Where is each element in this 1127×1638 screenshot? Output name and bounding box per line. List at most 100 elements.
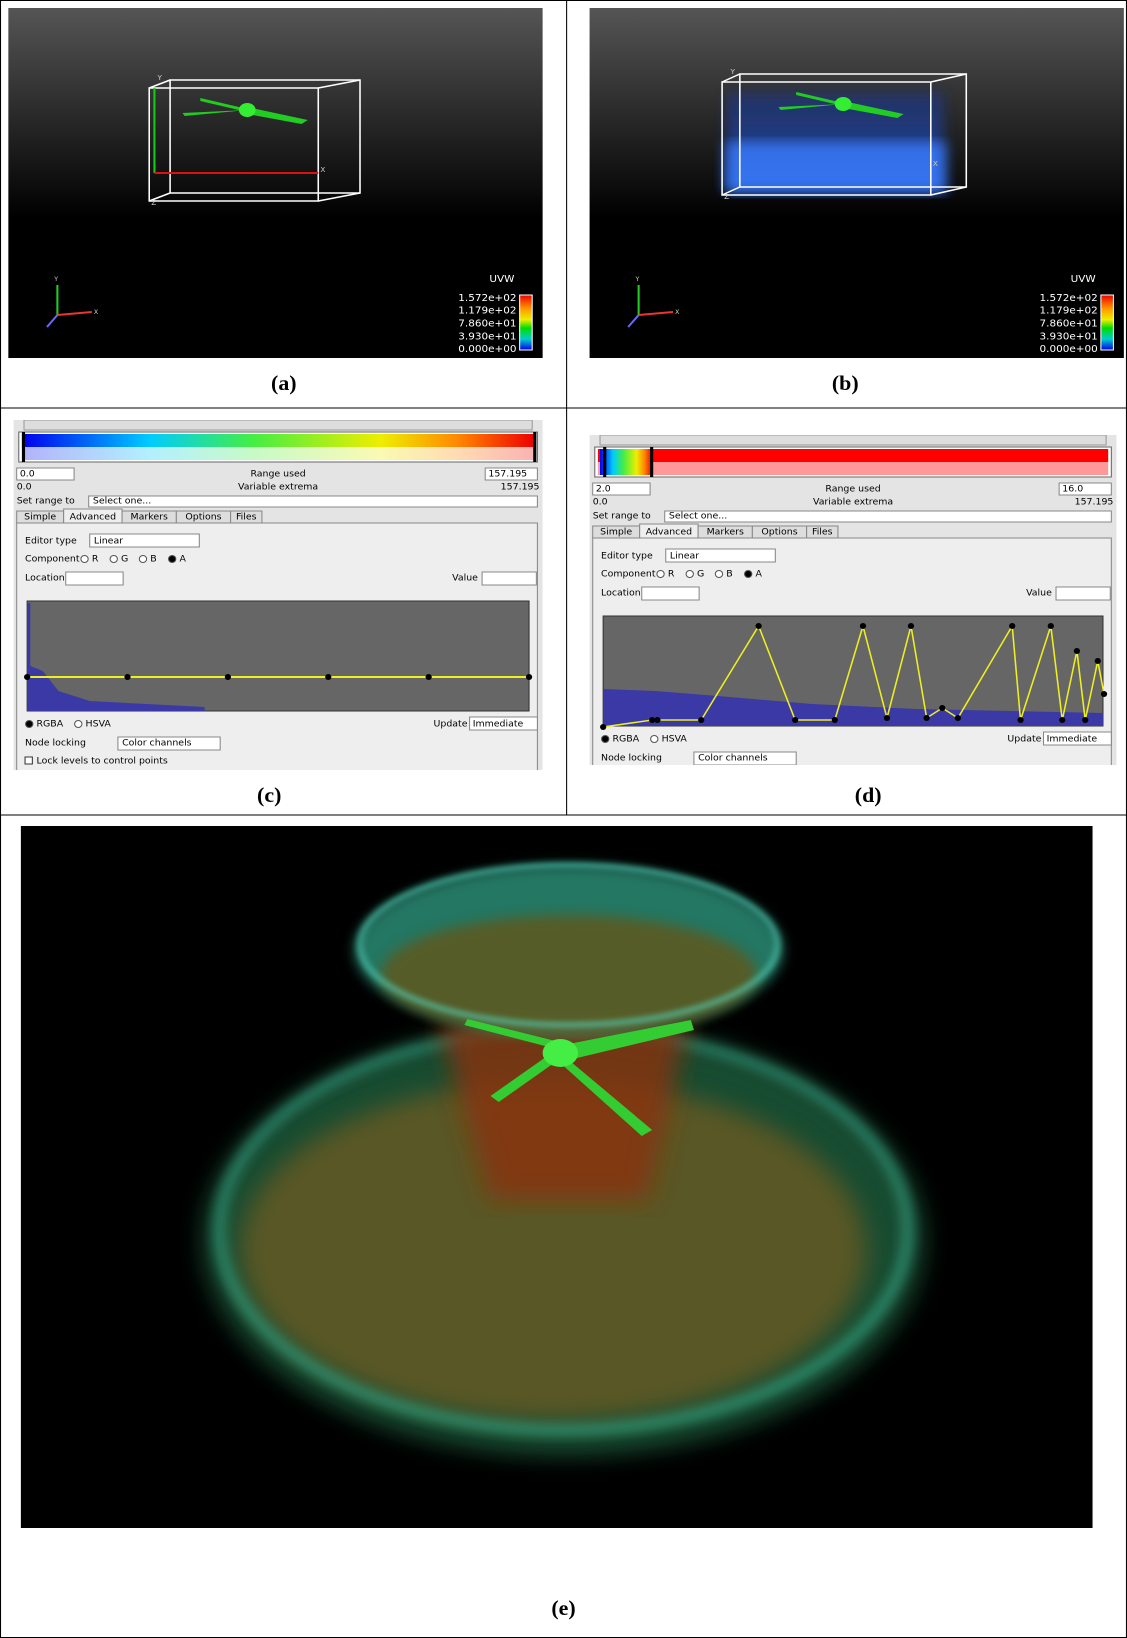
figure: (a)(b)(c)(d)(e)YXZYXUVW1.572e+021.179e+0… <box>0 0 1127 1638</box>
input-box <box>642 587 699 600</box>
radio <box>75 721 82 728</box>
rotor-hub <box>835 97 852 111</box>
control-point <box>1095 658 1101 664</box>
input-box <box>1056 587 1110 600</box>
colorbar <box>600 449 652 475</box>
component-option: B <box>726 569 732 580</box>
component-option: A <box>755 569 762 580</box>
panel-label: (e) <box>551 1596 575 1619</box>
legend-label: 3.930e+01 <box>458 332 516 343</box>
control-point <box>860 623 866 629</box>
control-point <box>923 715 929 721</box>
set-range-value: Select one... <box>669 511 727 522</box>
checkbox <box>25 757 32 764</box>
update-value: Immediate <box>473 719 524 730</box>
axis-label: Z <box>151 198 156 207</box>
extrema-max: 157.195 <box>501 482 540 493</box>
mode-option: RGBA <box>37 719 64 730</box>
panel-label: (d) <box>855 783 882 806</box>
range-marker <box>650 447 653 477</box>
render-view: YXZYXUVW1.572e+021.179e+027.860e+013.930… <box>8 8 542 358</box>
range-max: 157.195 <box>488 469 527 480</box>
tab-label: Files <box>236 512 257 523</box>
editor-type-value: Linear <box>94 536 123 547</box>
panel-label: (c) <box>257 783 281 806</box>
legend-title: UVW <box>1071 274 1096 285</box>
node-locking-label: Node locking <box>601 753 662 764</box>
legend-title: UVW <box>489 274 514 285</box>
component-label: Component <box>601 569 656 580</box>
radio <box>657 571 664 578</box>
scrollbar <box>24 420 532 430</box>
axis-label: Y <box>53 276 58 283</box>
control-point <box>939 705 945 711</box>
range-min: 0.0 <box>20 469 35 480</box>
control-point <box>1082 717 1088 723</box>
component-option: B <box>150 554 156 565</box>
control-point <box>755 623 761 629</box>
panel-label: (b) <box>832 371 859 394</box>
radio <box>81 556 88 563</box>
radio <box>26 721 33 728</box>
legend-label: 1.179e+02 <box>458 306 516 317</box>
node-locking-label: Node locking <box>25 738 86 749</box>
lock-levels-label: Lock levels to control points <box>37 756 168 767</box>
rotor-hub <box>543 1039 578 1067</box>
volume <box>726 142 945 193</box>
component-option: A <box>179 554 186 565</box>
mode-option: RGBA <box>613 734 640 745</box>
control-point <box>1017 717 1023 723</box>
colorbar <box>598 449 1108 462</box>
component-option: G <box>697 569 704 580</box>
radio <box>745 571 752 578</box>
radio <box>110 556 117 563</box>
component-option: R <box>92 554 99 565</box>
colorbar-alpha <box>598 462 1108 475</box>
extrema-max: 157.195 <box>1075 497 1114 508</box>
axis-label: Y <box>157 73 163 82</box>
extrema-label: Variable extrema <box>813 497 893 508</box>
control-point <box>124 674 130 680</box>
legend-label: 1.572e+02 <box>1040 293 1098 304</box>
mode-option: HSVA <box>662 734 688 745</box>
legend-label: 0.000e+00 <box>1040 344 1098 355</box>
set-range-label: Set range to <box>593 511 651 522</box>
control-point <box>955 715 961 721</box>
control-point <box>792 717 798 723</box>
value-label: Value <box>452 573 478 584</box>
dome-inner <box>381 915 757 1035</box>
render-view: YXZYXUVW1.572e+021.179e+027.860e+013.930… <box>590 8 1124 358</box>
axis-label: X <box>675 309 679 316</box>
tf-plot <box>27 601 529 711</box>
node-locking-value: Color channels <box>698 753 768 764</box>
volume-render <box>21 826 1093 1528</box>
control-point <box>600 724 606 730</box>
axis-label: Y <box>634 276 639 283</box>
set-range-label: Set range to <box>17 496 75 507</box>
range-marker <box>22 432 25 462</box>
update-label: Update <box>1007 734 1041 745</box>
update-value: Immediate <box>1047 734 1098 745</box>
radio <box>169 556 176 563</box>
input-box <box>66 572 123 585</box>
tab-label: Advanced <box>646 527 692 538</box>
page: (a)(b)(c)(d)(e)YXZYXUVW1.572e+021.179e+0… <box>0 0 1127 1638</box>
legend-label: 1.179e+02 <box>1040 306 1098 317</box>
control-point <box>225 674 231 680</box>
range-label: Range used <box>825 484 880 495</box>
control-point <box>325 674 331 680</box>
axis-label: X <box>933 159 938 168</box>
radio <box>686 571 693 578</box>
tab-label: Markers <box>131 512 169 523</box>
control-point <box>426 674 432 680</box>
legend-label: 1.572e+02 <box>458 293 516 304</box>
tab-label: Simple <box>600 527 632 538</box>
component-option: G <box>121 554 128 565</box>
control-point <box>1009 623 1015 629</box>
extrema-min: 0.0 <box>17 482 32 493</box>
update-label: Update <box>434 719 468 730</box>
extrema-label: Variable extrema <box>238 482 318 493</box>
color-bar <box>1101 295 1114 350</box>
tab-label: Markers <box>707 527 745 538</box>
